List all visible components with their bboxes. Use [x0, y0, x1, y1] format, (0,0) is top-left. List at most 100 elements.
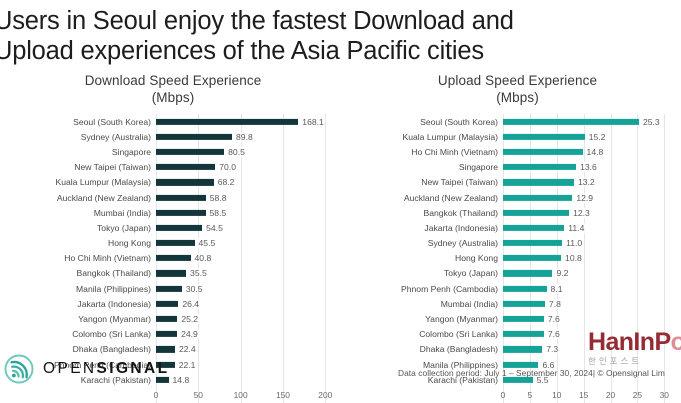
data-collection-note: Data collection period: July 1 – Septemb… [398, 368, 665, 378]
bar [156, 300, 179, 307]
bar-row: Singapore 80.5 [8, 144, 338, 159]
bar-track: 70.0 [156, 160, 338, 175]
bar-track: 89.8 [156, 129, 338, 144]
bar [503, 240, 563, 247]
bar-value-label: 68.2 [216, 177, 236, 188]
bar-track: 11.4 [503, 220, 675, 235]
bar [156, 331, 178, 338]
bar [156, 270, 187, 277]
bar-row-label: Mumbai (India) [93, 207, 151, 218]
bar [503, 300, 545, 307]
bar [503, 179, 574, 186]
bar [156, 209, 206, 216]
bar [503, 361, 539, 368]
bar-value-label: 70.0 [218, 162, 237, 173]
bar-value-label: 54.5 [205, 222, 224, 233]
bar-row-label: Karachi (Pakistan) [427, 374, 498, 385]
bar [503, 270, 553, 277]
bar-track: 12.3 [503, 205, 675, 220]
bar-row-label: Auckland (New Zealand) [56, 192, 151, 203]
bar-value-label: 6.6 [541, 359, 556, 370]
bar-row-label: New Taipei (Taiwan) [74, 162, 151, 173]
chart-title-text: Download Speed Experience [84, 73, 262, 88]
bar-row-label: Yangon (Myanmar) [78, 314, 151, 325]
bar-row: Colombo (Sri Lanka) 24.9 [8, 327, 338, 342]
bar-row-label: Phnom Penh (Cambodia) [54, 359, 151, 370]
bar-track: 24.9 [156, 327, 338, 342]
bar [156, 148, 225, 156]
bar-row: Bangkok (Thailand) 12.3 [360, 205, 675, 220]
bar-row-label: Dhaka (Bangladesh) [419, 344, 498, 355]
bar-track: 58.8 [156, 190, 338, 205]
plot-area-upload: Seoul (South Korea) 25.3 Kuala Lumpur (Mal… [360, 114, 675, 403]
bar [503, 331, 544, 338]
bar-row-label: Colombo (Sri Lanka) [419, 329, 498, 340]
axis-tick-label: 20 [605, 390, 616, 401]
bar-value-label: 14.8 [171, 374, 191, 385]
bar-row: Phnom Penh (Cambodia) 8.1 [360, 281, 675, 296]
bar-row-label: Jakarta (Indonesia) [424, 222, 498, 233]
bar-row: Bangkok (Thailand) 35.5 [8, 266, 338, 281]
bar-row: New Taipei (Taiwan) 70.0 [8, 160, 338, 175]
bar-value-label: 80.5 [227, 146, 246, 157]
chart-title-text: Upload Speed Experience [437, 73, 598, 88]
bar-track: 25.3 [503, 114, 675, 129]
bar-track: 35.5 [156, 266, 338, 281]
bar-track: 14.8 [503, 144, 675, 159]
bar-row: Yangon (Myanmar) 7.6 [360, 311, 675, 326]
bar-row-label: Tokyo (Japan) [97, 222, 151, 233]
bar-row: New Taipei (Taiwan) 13.2 [360, 175, 675, 190]
bar [156, 361, 175, 368]
bar [503, 148, 583, 156]
bar-track: 58.5 [156, 205, 338, 220]
bar-value-label: 15.2 [587, 131, 607, 142]
bar-value-label: 45.5 [197, 238, 217, 249]
bar-value-label: 12.3 [572, 207, 591, 218]
bar-row: Manila (Philippines) 30.5 [8, 281, 338, 296]
bar-track: 22.1 [156, 357, 338, 372]
bar-row-label: Sydney (Australia) [427, 238, 498, 249]
bar-value-label: 58.8 [208, 192, 228, 203]
bar-row-label: Mumbai (India) [440, 298, 498, 309]
bar-row-label: Dhaka (Bangladesh) [72, 344, 151, 355]
axis-tick-label: 5 [527, 390, 533, 401]
bar-row: Dhaka (Bangladesh) 7.3 [360, 342, 675, 357]
axis-tick-label: 15 [578, 390, 589, 401]
axis-tick-label: 50 [193, 390, 203, 401]
bar-value-label: 26.4 [181, 298, 201, 309]
chart-panel-upload: Upload Speed Experience (Mbps) Seoul (So… [360, 72, 675, 403]
opensignal-logo: OPENSIGNAL [4, 354, 170, 384]
bar-row: Sydney (Australia) 11.0 [360, 236, 675, 251]
axis-tick-label: 10 [552, 390, 562, 401]
bar [503, 133, 585, 140]
bar-row-label: Ho Chi Minh (Vietnam) [411, 146, 498, 157]
bar-track: 14.8 [156, 372, 338, 387]
bar-row: Mumbai (India) 58.5 [8, 205, 338, 220]
bar-row: Kuala Lumpur (Malaysia) 15.2 [360, 129, 675, 144]
bar [156, 376, 169, 383]
bar-track: 40.8 [156, 251, 338, 266]
bar [503, 315, 544, 323]
chart-unit-text: (Mbps) [496, 90, 539, 105]
bar-rows-upload: Seoul (South Korea) 25.3 Kuala Lumpur (Mal… [360, 114, 675, 387]
bar [156, 118, 299, 125]
bar-track: 6.6 [503, 357, 675, 372]
bar-row: Dhaka (Bangladesh) 22.4 [8, 342, 338, 357]
bar-row: Mumbai (India) 7.8 [360, 296, 675, 311]
axis-tick-label: 0 [153, 390, 159, 401]
bar-track: 54.5 [156, 220, 338, 235]
bar-track: 7.8 [503, 296, 675, 311]
bar [156, 224, 203, 231]
bar-track: 26.4 [156, 296, 338, 311]
bar-row: Seoul (South Korea) 168.1 [8, 114, 338, 129]
x-axis-upload: 0 5 10 15 20 25 30 [360, 387, 675, 403]
bar-track: 7.6 [503, 327, 675, 342]
bar-row-label: Bangkok (Thailand) [423, 207, 498, 218]
bar-row: Tokyo (Japan) 54.5 [8, 220, 338, 235]
bar [503, 346, 543, 353]
bar-row-label: Kuala Lumpur (Malaysia) [402, 131, 498, 142]
bar-track: 80.5 [156, 144, 338, 159]
bar-row: Sydney (Australia) 89.8 [8, 129, 338, 144]
bar-row: Colombo (Sri Lanka) 7.6 [360, 327, 675, 342]
bar [156, 346, 175, 353]
